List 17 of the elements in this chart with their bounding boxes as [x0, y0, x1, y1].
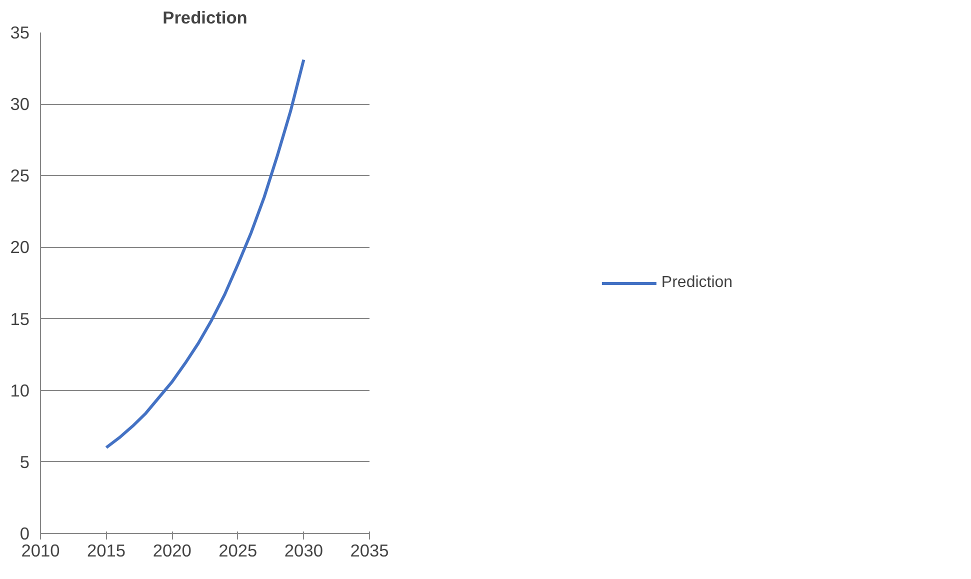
y-tick-label: 20 [10, 237, 30, 258]
y-tick-label: 10 [10, 380, 30, 400]
y-tick-label: 35 [10, 22, 30, 42]
chart-title: Prediction [162, 8, 248, 28]
x-tick-label: 2010 [21, 540, 60, 560]
x-tick-label: 2020 [152, 540, 192, 560]
x-tick-label: 2015 [87, 540, 126, 560]
x-tick-label: 2025 [218, 540, 258, 560]
legend-label: Prediction [661, 274, 733, 292]
x-tick-label: 2035 [350, 540, 389, 560]
y-tick-label: 0 [20, 524, 30, 544]
y-tick-label: 15 [10, 308, 30, 329]
x-tick-label: 2030 [284, 540, 323, 560]
y-tick-label: 30 [10, 94, 30, 114]
y-tick-label: 5 [20, 452, 30, 472]
y-tick-label: 25 [10, 166, 30, 186]
line-series [104, 58, 306, 450]
